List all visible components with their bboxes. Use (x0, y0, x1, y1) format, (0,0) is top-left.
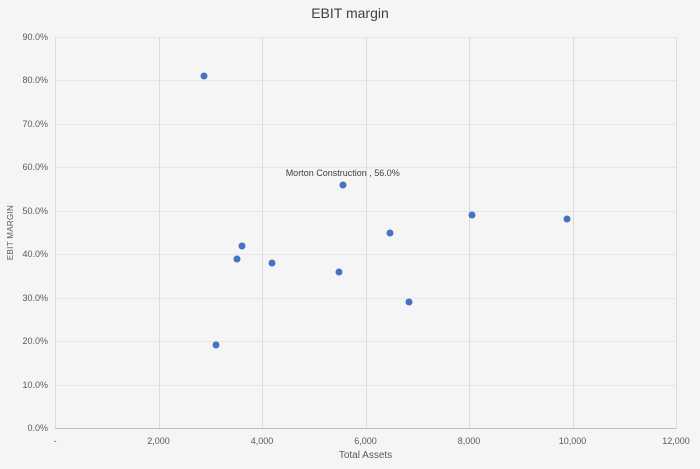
x-tick-label: - (53, 436, 57, 446)
data-point (405, 298, 413, 306)
gridline-vertical (158, 37, 160, 428)
plot-area: 0.0% 10.0% 20.0% 30.0% 40.0% 50.0% 60.0% 70.0% 8… (22, 32, 689, 446)
data-point (563, 215, 571, 223)
x-tick-label: 6,000 (354, 436, 377, 446)
data-point (386, 229, 394, 236)
gridline-vertical (55, 37, 56, 428)
chart-title: EBIT margin (311, 5, 389, 21)
y-tick-label: 20.0% (22, 336, 48, 347)
gridline-vertical (572, 37, 574, 428)
y-tick-label: 40.0% (22, 249, 48, 260)
data-point (200, 72, 208, 80)
y-axis-title: EBIT MARGIN (2, 37, 20, 428)
data-point (238, 242, 246, 250)
y-tick-label: 90.0% (22, 32, 48, 42)
data-point (212, 341, 220, 349)
data-point (339, 181, 347, 189)
x-tick-label: 4,000 (250, 436, 274, 446)
gridline-vertical (676, 37, 677, 428)
y-tick-label: 10.0% (22, 379, 48, 390)
data-point (233, 255, 241, 263)
y-axis-title-text: EBIT MARGIN (6, 204, 16, 261)
x-tick-label: 8,000 (457, 436, 481, 446)
gridline-vertical (469, 37, 470, 428)
data-point (268, 259, 276, 267)
data-point (335, 268, 343, 276)
y-tick-label: 30.0% (22, 292, 48, 303)
y-tick-label: 80.0% (22, 75, 48, 86)
y-tick-label: 60.0% (22, 162, 48, 173)
gridline-vertical (262, 37, 263, 428)
x-tick-label: 12,000 (662, 436, 690, 446)
gridline-vertical (365, 37, 367, 428)
x-tick-label: 2,000 (147, 436, 170, 446)
x-tick-label: 10,000 (558, 436, 587, 446)
data-point (468, 211, 476, 219)
data-point-label: Morton Construction , 56.0% (285, 167, 400, 178)
y-tick-label: 50.0% (22, 205, 48, 216)
y-tick-label: 70.0% (22, 118, 48, 129)
y-tick-label: 0.0% (27, 423, 48, 433)
x-axis-title: Total Assets (338, 450, 393, 461)
